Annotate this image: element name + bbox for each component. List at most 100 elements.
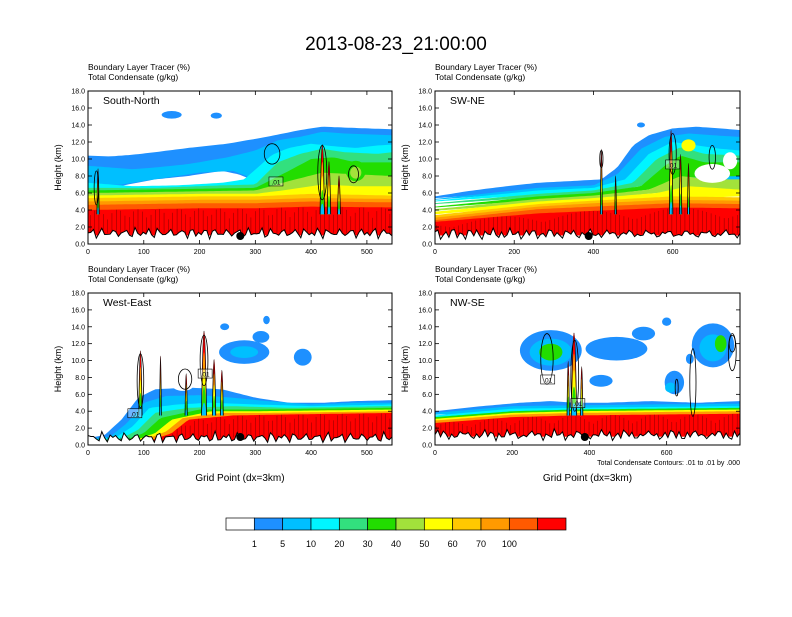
panel-title-1: Total Condensate (g/kg) [435,72,525,82]
tracer-blob-13 [535,370,559,391]
y-tick-label: 2.0 [75,225,85,232]
condensate-contour-1 [570,339,580,412]
y-tick-label: 4.0 [75,208,85,215]
field-fills [88,111,392,244]
x-tick-label: 200 [506,450,518,457]
tower-3-contour [337,175,341,215]
y-tick-label: 8.0 [75,375,85,382]
x-axis-label: Grid Point (dx=3km) [195,473,284,484]
condensate-contour-0 [317,145,328,201]
field-fills [435,317,740,445]
tower-0-layer-4 [600,204,603,215]
condensate-contour-2 [599,150,604,168]
tower-2-layer-4 [212,407,216,416]
y-tick-label: 18.0 [71,89,85,96]
condensate-contour-3 [263,143,281,165]
tracer-blob-4 [263,315,270,325]
y-tick-label: 6.0 [422,392,432,399]
tracer-blob-0 [161,111,182,119]
location-marker [584,232,593,240]
y-tick-label: 18.0 [71,291,85,298]
y-tick-label: 0.0 [75,443,85,450]
colorbar-label: 20 [334,539,344,549]
tracer-blob-0 [694,164,731,183]
tower-2-layer-4 [580,408,583,416]
panel-label: West-East [103,297,151,309]
tower-4-contour [159,355,162,416]
colorbar-label: 50 [419,539,429,549]
colorbar-swatch [253,517,284,531]
y-tick-label: 0.0 [422,443,432,450]
x-axis-label: Grid Point (dx=3km) [543,473,632,484]
panel-south-north: .01 South-North Boundary Layer Tracer (%)T… [53,62,393,256]
contour-label: .01 [130,411,139,418]
contour-label-box [197,368,213,379]
x-tick-label: 100 [138,450,150,457]
tracer-blob-5 [293,348,312,366]
tracer-blob-3 [585,336,648,361]
plot-frame [87,292,393,446]
colorbar: 1 5 10 20 30 40 50 60 70 100 [225,517,567,549]
tracer-blob-1 [230,346,259,359]
tracer-band-6 [435,413,740,437]
contour-footnote: Total Condensate Contours: .01 to .01 by… [597,460,740,467]
location-marker [236,232,245,240]
tower-1-layer-4 [320,203,325,215]
colorbar-swatch [452,517,482,531]
y-tick-label: 12.0 [418,341,432,348]
tower-2-contour [326,161,332,215]
tower-3-layer-4 [220,408,224,416]
y-tick-label: 12.0 [71,341,85,348]
striations [90,206,391,233]
tracer-blob-6 [170,374,196,391]
y-tick-label: 6.0 [75,392,85,399]
condensate-contour-2 [93,170,99,206]
y-tick-label: 8.0 [75,174,85,181]
tracer-blob-7 [714,335,727,353]
tower-1-layer-4 [567,407,570,416]
y-tick-label: 14.0 [71,324,85,331]
y-tick-label: 6.0 [422,191,432,198]
contour-label: .01 [201,372,210,379]
y-tick-label: 10.0 [71,358,85,365]
contour-label-box [540,374,556,385]
panel-title-1: Total Condensate (g/kg) [435,274,525,284]
tracer-blob-2 [636,122,645,128]
contour-label-box [127,408,143,419]
x-tick-label: 100 [138,249,150,256]
y-tick-label: 10.0 [418,157,432,164]
condensate-contour-2 [689,348,697,417]
tracer-band-4 [435,156,740,208]
y-axis-label: Height (km) [400,346,410,393]
condensate-contour-3 [727,333,737,372]
tracer-blob-2 [252,331,270,343]
tracer-blob-2 [539,343,563,361]
x-tick-label: 0 [86,450,90,457]
y-tick-label: 10.0 [71,157,85,164]
plot-frame [434,292,741,446]
x-tick-label: 400 [588,249,600,256]
y-tick-label: 4.0 [422,409,432,416]
colorbar-label: 70 [476,539,486,549]
y-tick-label: 8.0 [422,174,432,181]
tower-2-contour [211,359,217,416]
contour-label: .01 [271,179,280,186]
panel-title-1: Total Condensate (g/kg) [88,274,178,284]
y-tick-label: 8.0 [422,375,432,382]
colorbar-swatch [225,517,255,531]
y-tick-label: 6.0 [75,191,85,198]
x-tick-label: 200 [194,450,206,457]
x-tick-label: 300 [249,450,261,457]
colorbar-swatch [338,517,369,531]
tower-2-layer-4 [327,206,331,215]
x-tick-label: 500 [361,249,373,256]
colorbar-label: 100 [502,539,517,549]
x-tick-label: 400 [584,450,596,457]
contour-label: .01 [668,162,677,169]
tracer-band-5 [435,176,740,211]
tower-1-contour [668,130,674,215]
y-tick-label: 12.0 [418,140,432,147]
y-tick-label: 14.0 [71,123,85,130]
tracer-blob-3 [681,139,696,152]
